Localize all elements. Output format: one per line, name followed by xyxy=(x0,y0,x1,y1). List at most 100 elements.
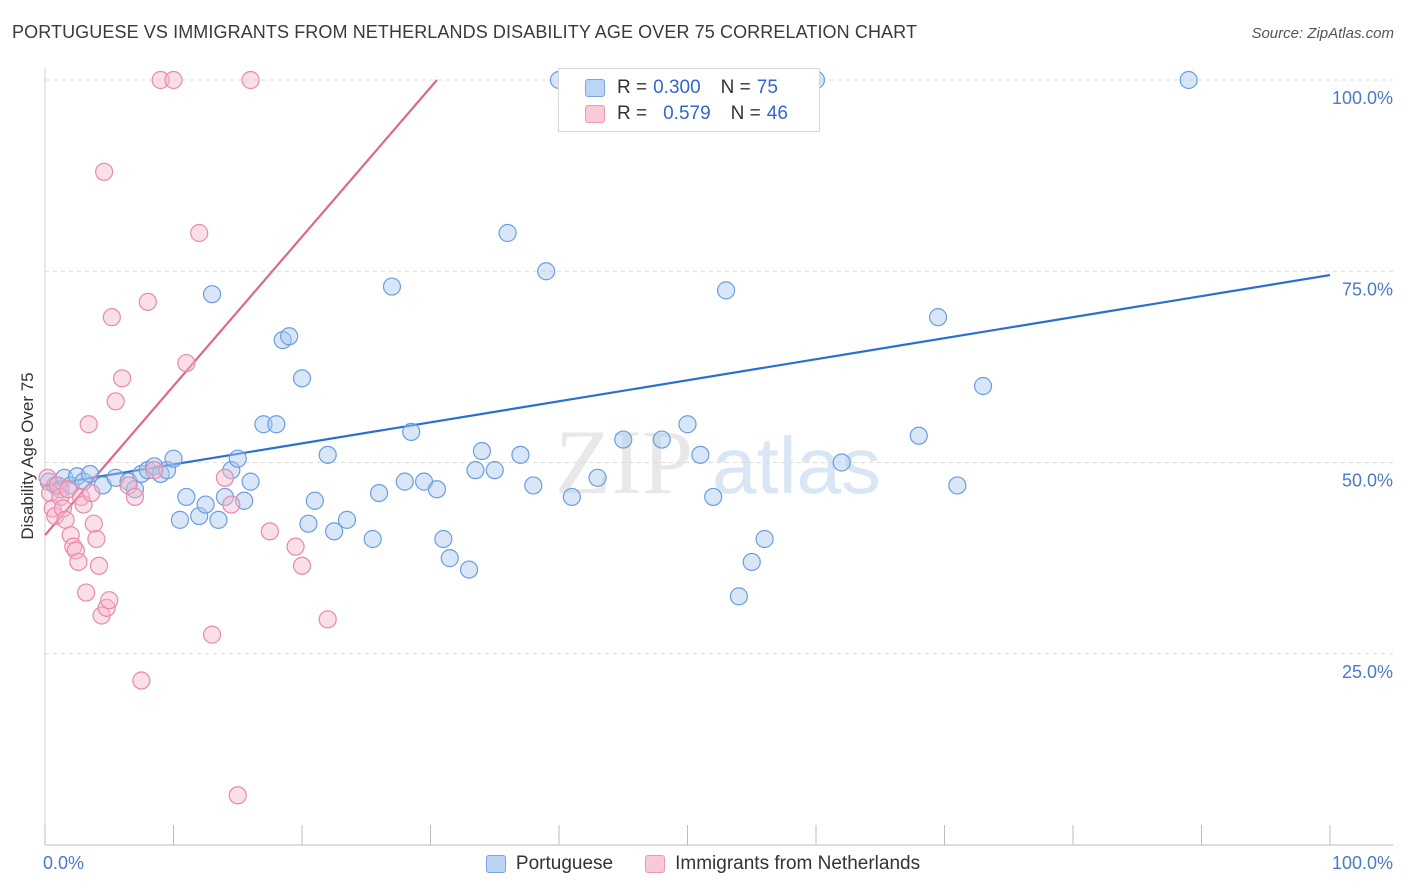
portuguese-point xyxy=(157,461,177,480)
netherlands-point xyxy=(48,476,67,495)
legend-r-value: 0.300 xyxy=(653,77,701,98)
portuguese-point xyxy=(363,529,382,549)
netherlands-point xyxy=(51,487,70,507)
source-label: Source: ZipAtlas.com xyxy=(1251,25,1394,42)
portuguese-point xyxy=(948,476,967,495)
netherlands-point xyxy=(102,308,121,327)
netherlands-point xyxy=(132,671,151,690)
netherlands-point xyxy=(138,292,157,311)
portuguese-point xyxy=(973,376,993,396)
netherlands-point xyxy=(87,529,106,549)
legend-r-value: 0.579 xyxy=(663,103,711,124)
portuguese-point xyxy=(337,510,357,529)
portuguese-point xyxy=(241,472,260,491)
portuguese-point xyxy=(267,415,286,434)
legend-row-portuguese: R = 0.300 N = 75 xyxy=(585,76,778,100)
portuguese-point xyxy=(382,277,402,296)
netherlands-point xyxy=(286,537,305,556)
netherlands-point xyxy=(292,556,312,575)
portuguese-point xyxy=(459,560,479,579)
netherlands-point xyxy=(69,552,88,572)
portuguese-point xyxy=(170,510,190,529)
portuguese-point xyxy=(909,426,928,445)
portuguese-point xyxy=(164,449,183,468)
portuguese-point xyxy=(427,480,447,499)
netherlands-point xyxy=(222,495,241,514)
netherlands-point xyxy=(100,591,119,610)
netherlands-point xyxy=(82,484,101,503)
portuguese-point xyxy=(485,461,504,480)
netherlands-point xyxy=(119,476,138,495)
portuguese-point xyxy=(299,514,318,533)
bottom-legend: Portuguese Immigrants from Netherlands xyxy=(0,852,1406,876)
netherlands-point xyxy=(260,522,279,541)
legend: R = 0.300 N = 75 R = 0.579 N = 46 xyxy=(558,68,820,132)
portuguese-point xyxy=(395,472,414,491)
data-points xyxy=(38,70,1198,805)
portuguese-point xyxy=(209,510,228,529)
legend-swatch-portuguese xyxy=(585,79,605,97)
tick-labels: 25.0% 50.0% 75.0% 100.0% 0.0% 100.0% xyxy=(43,88,1393,873)
netherlands-point xyxy=(38,468,57,487)
portuguese-point xyxy=(928,308,948,327)
x-tick-label: 100.0% xyxy=(1332,853,1393,873)
watermark: ZIP atlas xyxy=(555,411,881,513)
portuguese-point xyxy=(80,464,100,484)
portuguese-point xyxy=(511,445,530,464)
portuguese-point xyxy=(190,506,209,526)
legend-r-label: R = xyxy=(617,103,648,124)
netherlands-point xyxy=(151,70,170,90)
portuguese-point xyxy=(691,445,710,464)
portuguese-point xyxy=(440,549,459,568)
grid xyxy=(45,79,1393,655)
netherlands-point xyxy=(46,506,65,526)
chart-title: PORTUGUESE VS IMMIGRANTS FROM NETHERLAND… xyxy=(12,22,918,42)
bottom-legend-swatch-netherlands xyxy=(645,855,666,873)
legend-n-value: 75 xyxy=(756,77,778,98)
netherlands-point xyxy=(190,223,209,243)
watermark-atlas: atlas xyxy=(712,421,881,510)
bottom-legend-netherlands: Immigrants from Netherlands xyxy=(645,853,920,875)
portuguese-point xyxy=(305,491,324,510)
netherlands-point xyxy=(41,484,60,503)
portuguese-point xyxy=(562,487,581,507)
netherlands-point xyxy=(145,461,164,480)
axes xyxy=(44,68,1393,846)
bottom-legend-label: Portuguese xyxy=(515,853,614,874)
portuguese-point xyxy=(202,285,222,304)
netherlands-point xyxy=(164,70,183,90)
netherlands-point xyxy=(125,487,145,507)
netherlands-point xyxy=(89,556,109,575)
netherlands-point xyxy=(84,514,103,533)
netherlands-trendline xyxy=(44,79,438,536)
portuguese-point xyxy=(280,327,299,346)
portuguese-point xyxy=(755,529,774,549)
netherlands-point xyxy=(79,415,98,434)
legend-n-label: N = xyxy=(720,77,751,98)
netherlands-point xyxy=(56,510,75,529)
netherlands-point xyxy=(202,625,222,644)
portuguese-point xyxy=(254,415,273,434)
trendlines xyxy=(44,79,1331,536)
portuguese-trendline xyxy=(44,273,1331,487)
portuguese-point xyxy=(678,415,697,434)
legend-row-netherlands: R = 0.579 N = 46 xyxy=(585,102,788,126)
bottom-legend-swatch-portuguese xyxy=(485,855,506,873)
y-tick-label: 25.0% xyxy=(1342,662,1393,682)
portuguese-point xyxy=(652,430,671,449)
portuguese-point xyxy=(704,487,723,507)
portuguese-point xyxy=(318,445,337,464)
y-tick-label: 50.0% xyxy=(1342,471,1393,491)
legend-n-value: 46 xyxy=(766,103,788,124)
netherlands-point xyxy=(95,162,114,181)
netherlands-point xyxy=(228,786,247,805)
legend-swatch-netherlands xyxy=(585,105,605,123)
portuguese-point xyxy=(292,369,312,388)
portuguese-point xyxy=(228,449,247,468)
legend-r-label: R = xyxy=(617,77,648,98)
netherlands-point xyxy=(318,610,337,629)
x-tick-label: 0.0% xyxy=(43,853,84,873)
portuguese-point xyxy=(716,281,736,300)
netherlands-point xyxy=(177,353,196,373)
